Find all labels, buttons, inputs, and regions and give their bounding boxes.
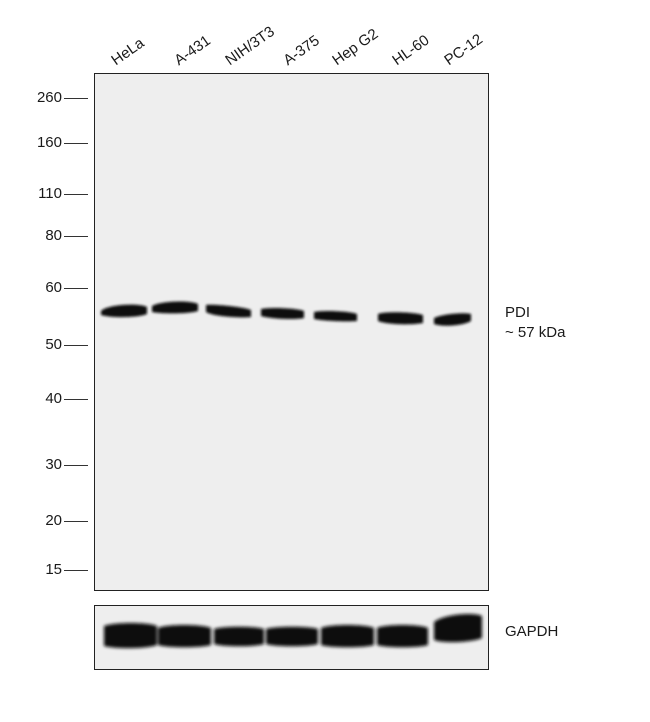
mw-marker-50: 50 [45, 336, 62, 353]
mw-tick-40 [64, 399, 88, 400]
gapdh-band-hepg2 [321, 625, 374, 648]
mw-marker-15: 15 [45, 561, 62, 578]
pdi-band-a375 [261, 307, 304, 320]
pdi-band-hl60 [378, 312, 423, 325]
target-size-label: ~ 57 kDa [505, 324, 566, 341]
pdi-band-pc12 [434, 313, 471, 326]
mw-tick-50 [64, 345, 88, 346]
mw-tick-80 [64, 236, 88, 237]
mw-marker-20: 20 [45, 512, 62, 529]
mw-tick-160 [64, 143, 88, 144]
mw-marker-40: 40 [45, 390, 62, 407]
pdi-band-nih3t3 [206, 304, 251, 318]
gapdh-band-pc12 [434, 614, 482, 643]
mw-marker-110: 110 [38, 185, 62, 202]
mw-tick-30 [64, 465, 88, 466]
gapdh-band-hl60 [377, 625, 428, 648]
main-blot-panel [94, 73, 489, 591]
target-protein-label: PDI [505, 304, 531, 321]
mw-tick-60 [64, 288, 88, 289]
mw-tick-20 [64, 521, 88, 522]
mw-marker-80: 80 [45, 227, 62, 244]
pdi-band-hela [101, 304, 147, 318]
mw-marker-260: 260 [36, 89, 62, 106]
gapdh-band-a431 [158, 625, 211, 648]
mw-tick-260 [64, 98, 88, 99]
gapdh-band-a375 [266, 626, 318, 647]
mw-marker-160: 160 [36, 134, 62, 151]
mw-tick-15 [64, 570, 88, 571]
loading-control-label: GAPDH [505, 623, 559, 640]
gapdh-band-nih3t3 [214, 626, 264, 647]
mw-tick-110 [64, 194, 88, 195]
mw-marker-60: 60 [45, 279, 62, 296]
mw-marker-30: 30 [45, 456, 62, 473]
pdi-band-a431 [152, 301, 198, 314]
gapdh-band-hela [104, 623, 157, 649]
pdi-band-hepg2 [314, 310, 357, 322]
